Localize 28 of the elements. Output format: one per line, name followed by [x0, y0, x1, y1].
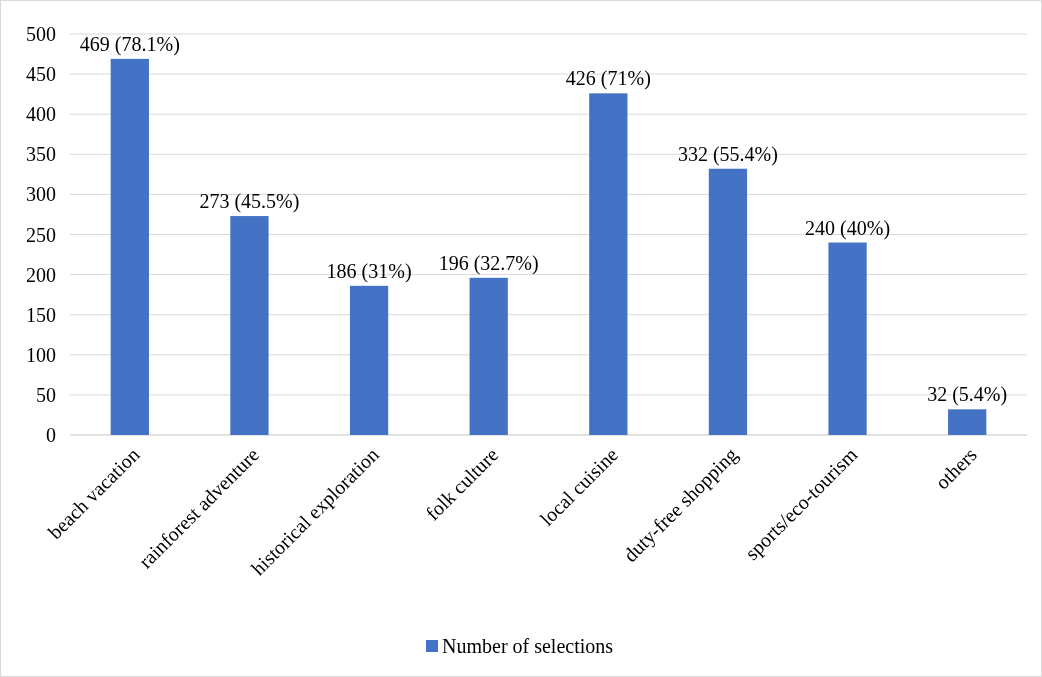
bar — [230, 216, 269, 435]
y-tick-label: 100 — [26, 343, 56, 366]
y-tick-label: 50 — [36, 383, 56, 406]
data-label: 273 (45.5%) — [199, 190, 300, 214]
bar — [948, 409, 987, 435]
y-tick-label: 300 — [26, 183, 56, 206]
y-tick-label: 150 — [26, 303, 56, 326]
y-tick-label: 450 — [26, 63, 56, 86]
data-label: 426 (71%) — [565, 67, 651, 91]
y-tick-label: 200 — [26, 263, 56, 286]
bar — [110, 58, 149, 435]
y-tick-label: 250 — [26, 223, 56, 246]
bar — [589, 93, 628, 435]
bar — [828, 242, 867, 435]
bar — [349, 285, 389, 435]
bar — [469, 277, 508, 435]
data-label: 186 (31%) — [326, 259, 412, 283]
legend-label: Number of selections — [442, 635, 614, 657]
data-label: 240 (40%) — [805, 216, 891, 240]
y-tick-label: 400 — [26, 103, 56, 126]
y-tick-label: 500 — [26, 23, 56, 45]
data-label: 332 (55.4%) — [677, 142, 778, 166]
data-label: 469 (78.1%) — [79, 32, 180, 56]
bar — [708, 168, 748, 435]
y-tick-label: 0 — [46, 424, 56, 446]
data-label: 32 (5.4%) — [927, 383, 1008, 407]
y-tick-label: 350 — [26, 143, 56, 166]
data-label: 196 (32.7%) — [438, 251, 539, 275]
